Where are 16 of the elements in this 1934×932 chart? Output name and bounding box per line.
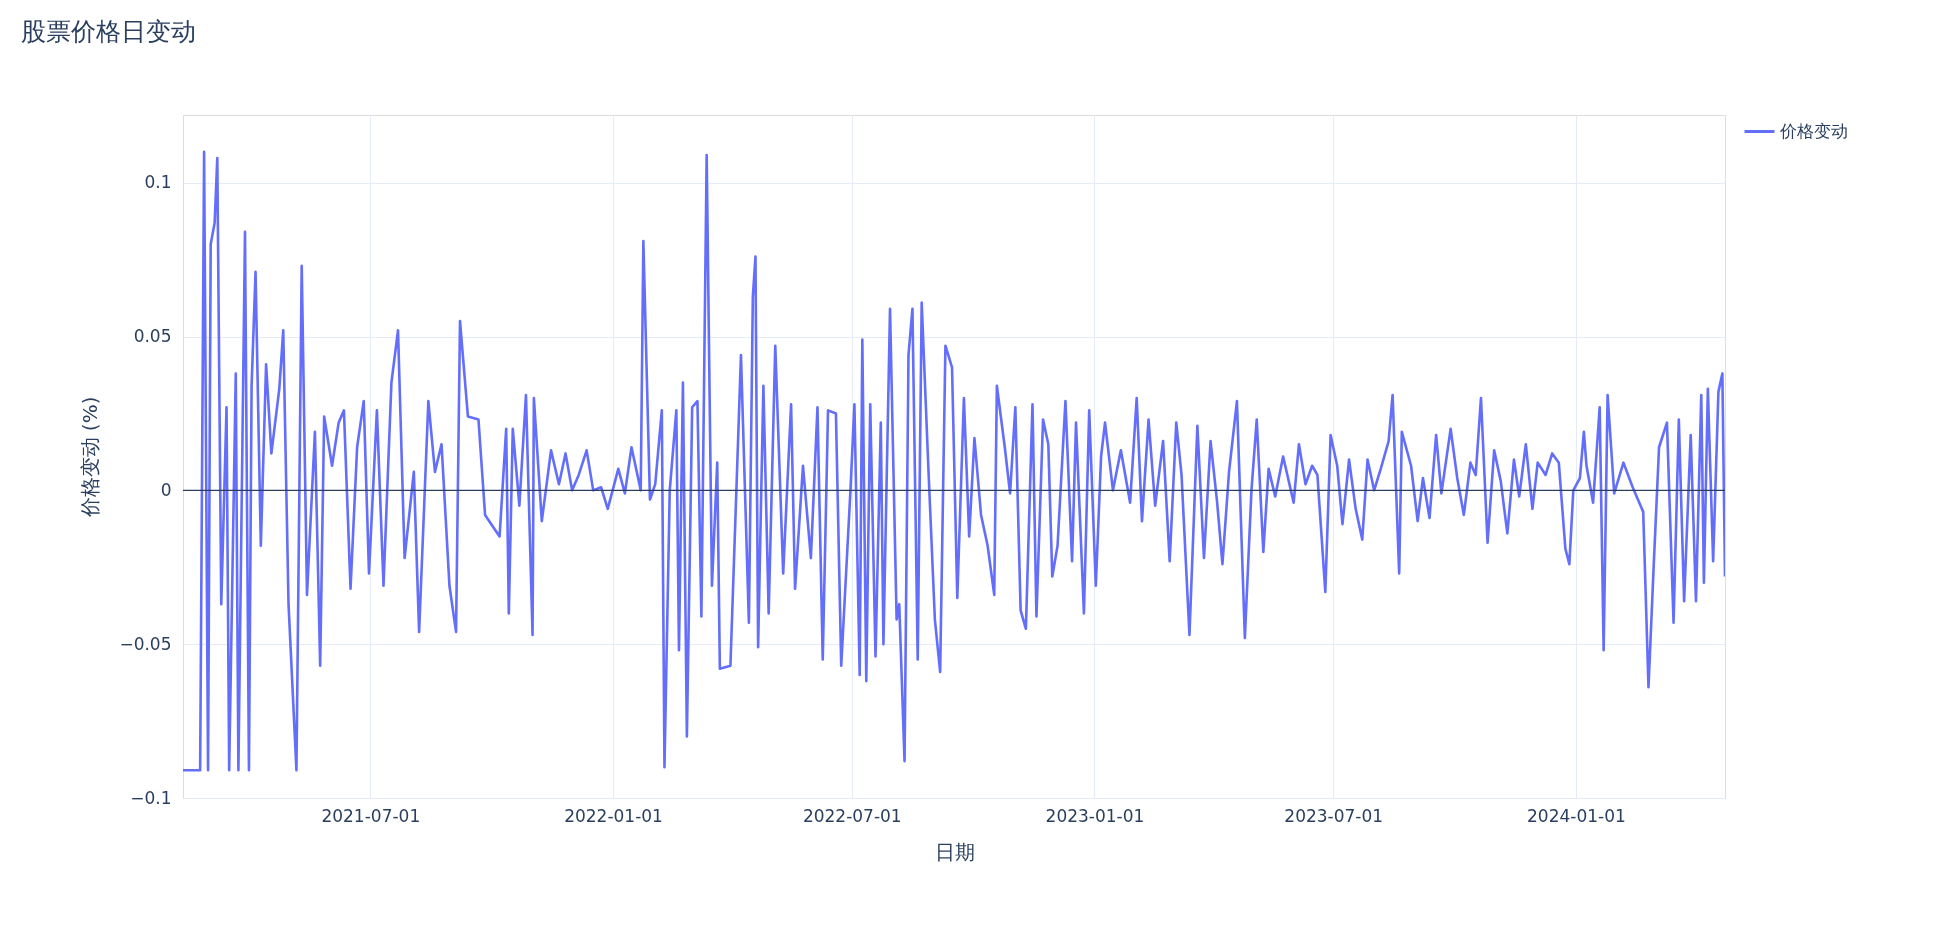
x-tick-label: 2023-07-01 [1284, 805, 1384, 826]
x-tick-label: 2024-01-01 [1527, 805, 1626, 826]
legend-label: 价格变动 [1779, 120, 1848, 141]
x-tick-label: 2021-07-01 [321, 805, 421, 826]
y-tick-label: 0.1 [144, 172, 172, 193]
y-tick-label: −0.1 [130, 787, 172, 808]
x-tick-label: 2022-07-01 [802, 805, 902, 826]
line-series [183, 150, 1725, 772]
y-axis-title: 价格变动 (%) [78, 396, 103, 519]
chart-title: 股票价格日变动 [20, 17, 196, 46]
x-tick-label: 2022-01-01 [564, 805, 663, 826]
x-tick-label: 2023-01-01 [1045, 805, 1145, 826]
x-axis-title: 日期 [934, 839, 975, 864]
y-tick-label: −0.05 [119, 633, 172, 654]
y-tick-label: 0 [160, 479, 172, 500]
y-tick-label: 0.05 [133, 326, 172, 347]
